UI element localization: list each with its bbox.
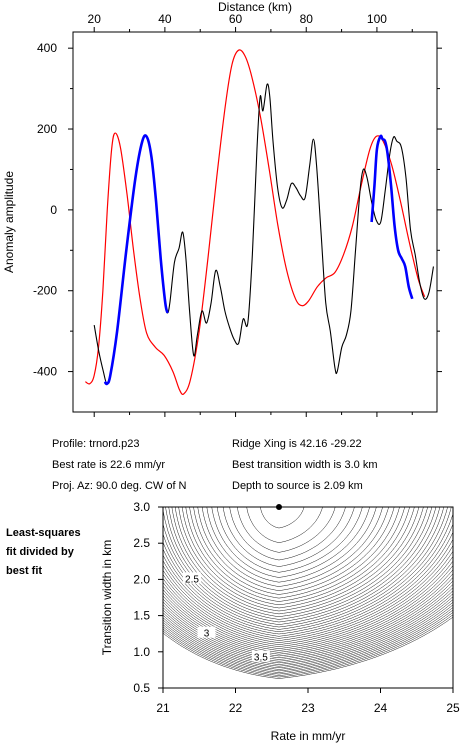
misfit-contour-line bbox=[216, 506, 363, 573]
y-axis-title: Anomaly amplitude bbox=[2, 171, 16, 273]
x-tick-label: 80 bbox=[300, 12, 314, 26]
misfit-contour-line bbox=[178, 506, 415, 609]
x-tick-label: 23 bbox=[301, 701, 315, 715]
misfit-contour-line bbox=[185, 506, 405, 602]
misfit-contour-line bbox=[162, 556, 454, 647]
misfit-contour-line bbox=[229, 506, 346, 561]
x-tick-label: 60 bbox=[229, 12, 243, 26]
contour-label-bg bbox=[197, 626, 216, 638]
misfit-contour-line bbox=[189, 506, 400, 599]
contour-label: 3.5 bbox=[254, 653, 268, 664]
y-axis-title: Transition width in km bbox=[100, 540, 114, 656]
misfit-contour-line bbox=[162, 506, 437, 623]
misfit-contour-line bbox=[260, 506, 305, 529]
misfit-contour-line bbox=[162, 513, 454, 635]
y-tick-label: -200 bbox=[33, 284, 57, 298]
misfit-contour-line bbox=[162, 506, 452, 633]
misfit-contour-line bbox=[193, 506, 395, 595]
misfit-contour-line bbox=[162, 506, 445, 628]
x-tick-label: 22 bbox=[229, 701, 243, 715]
fit-window-line bbox=[103, 134, 169, 386]
misfit-contour-line bbox=[211, 506, 370, 578]
misfit-contour-line bbox=[237, 506, 336, 553]
anomaly-profile-chart: 20 40 60 80 100 -400 -200 0 200 400 Distance (km) A… bbox=[2, 0, 442, 417]
misfit-contour-line bbox=[181, 506, 410, 606]
y-tick-label: 3.0 bbox=[133, 500, 150, 514]
y-tick-label: 1.0 bbox=[133, 645, 150, 659]
y-tick-label: 0.5 bbox=[133, 681, 150, 695]
plot-frame bbox=[72, 31, 438, 413]
misfit-contour-line bbox=[162, 565, 454, 651]
misfit-contour-line bbox=[168, 506, 428, 617]
x-tick-label: 20 bbox=[88, 12, 102, 26]
misfit-contour-line bbox=[206, 506, 377, 583]
y-tick-label: -400 bbox=[33, 365, 57, 379]
misfit-contour-line bbox=[162, 550, 454, 645]
misfit-contour-line bbox=[162, 506, 448, 630]
misfit-contour-line bbox=[174, 506, 420, 612]
model-anomaly-line bbox=[85, 49, 426, 395]
misfit-contour-line bbox=[162, 532, 454, 639]
ridge-crossing-label: Ridge Xing is 42.16 -29.22 bbox=[232, 438, 362, 450]
x-tick-label: 25 bbox=[446, 701, 460, 715]
misfit-contour-line bbox=[162, 523, 454, 637]
misfit-contour-line bbox=[162, 545, 454, 643]
best-fit-marker bbox=[276, 504, 282, 510]
contour-caption: Least-squares fit divided by best fit bbox=[6, 524, 90, 581]
x-tick-label: 40 bbox=[158, 12, 172, 26]
misfit-contour-line bbox=[162, 539, 454, 641]
y-tick-label: 0 bbox=[50, 203, 57, 217]
misfit-contour-line bbox=[171, 506, 424, 615]
misfit-contour-line bbox=[222, 506, 355, 567]
misfit-contour-line bbox=[197, 506, 389, 591]
contour-label-bg bbox=[183, 572, 201, 584]
source-depth-label: Depth to source is 2.09 km bbox=[232, 480, 363, 492]
x-axis-title: Distance (km) bbox=[218, 0, 292, 14]
contour-caption-line: best fit bbox=[6, 565, 43, 577]
misfit-contour-line bbox=[246, 506, 323, 543]
projection-azimuth-label: Proj. Az: 90.0 deg. CW of N bbox=[52, 480, 187, 492]
contour-label: 2.5 bbox=[185, 574, 199, 585]
misfit-contour-line bbox=[201, 506, 383, 587]
observed-anomaly-line bbox=[93, 83, 435, 384]
y-tick-label: 1.5 bbox=[133, 609, 150, 623]
y-tick-label: 400 bbox=[37, 41, 57, 55]
fit-window-line bbox=[370, 134, 414, 300]
contour-caption-line: fit divided by bbox=[6, 546, 74, 558]
misfit-contour-line bbox=[162, 506, 441, 625]
misfit-contour-line bbox=[162, 560, 454, 649]
best-rate-label: Best rate is 22.6 mm/yr bbox=[52, 459, 166, 471]
x-tick-label: 24 bbox=[374, 701, 388, 715]
x-tick-label: 100 bbox=[367, 12, 387, 26]
contour-frame bbox=[162, 506, 454, 689]
contour-label: 3 bbox=[204, 629, 210, 640]
x-tick-label: 21 bbox=[156, 701, 170, 715]
contour-label-bg bbox=[251, 650, 270, 662]
best-width-label: Best transition width is 3.0 km bbox=[232, 459, 378, 471]
x-axis-title: Rate in mm/yr bbox=[271, 729, 346, 743]
contour-caption-line: Least-squares bbox=[6, 527, 81, 539]
misfit-contour-chart: 2.5 3 3.5 21 22 23 24 25 0.5 1.0 1.5 2.0 2.5 3.0 Rate … bbox=[100, 500, 460, 743]
y-tick-label: 2.5 bbox=[133, 536, 150, 550]
y-tick-label: 2.0 bbox=[133, 572, 150, 586]
y-tick-label: 200 bbox=[37, 122, 57, 136]
profile-label: Profile: trnord.p23 bbox=[52, 438, 140, 450]
